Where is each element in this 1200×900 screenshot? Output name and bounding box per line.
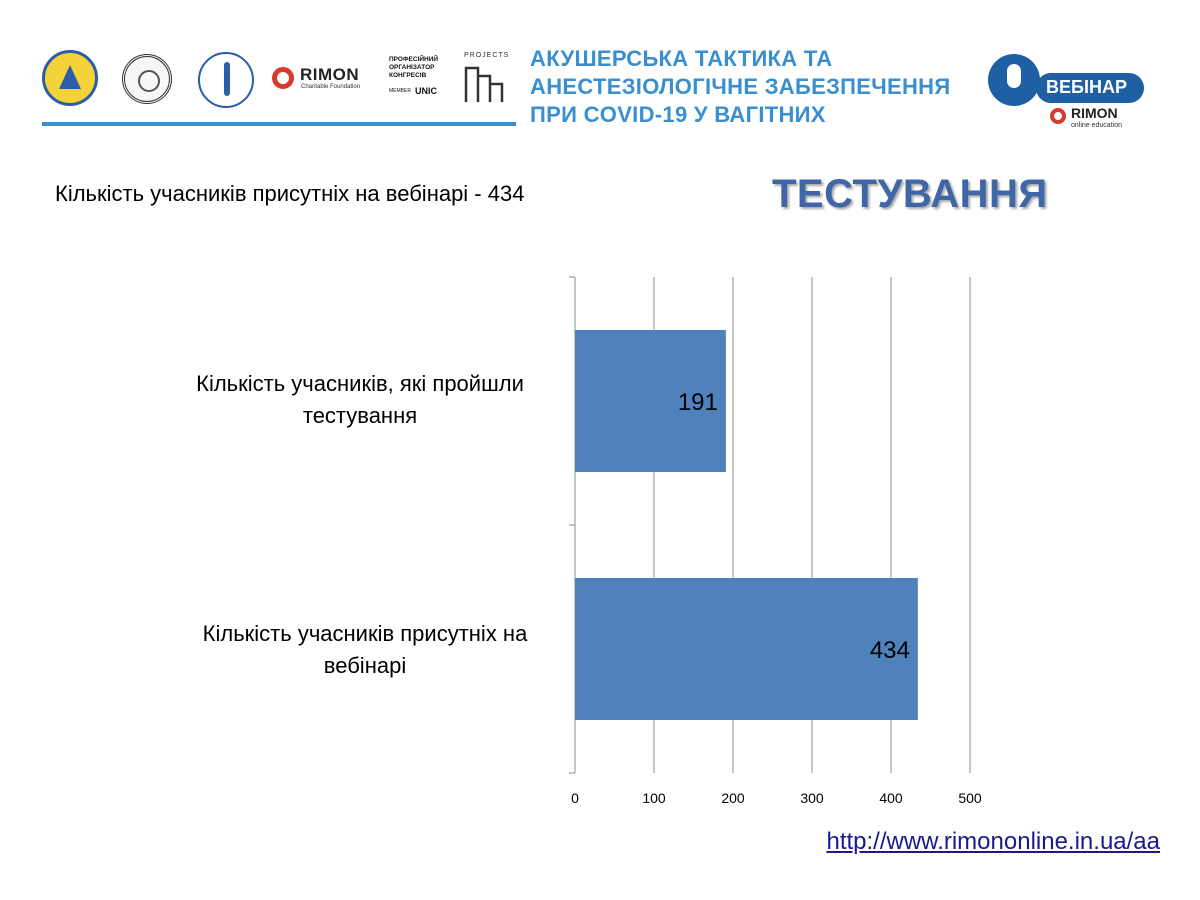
category-label-tested: Кількість учасників, які пройшли тестува… <box>160 368 560 432</box>
anesthesiology-association-seal-icon <box>42 50 98 106</box>
data-label: 434 <box>870 637 910 664</box>
rimon-online-subtitle: online education <box>1071 122 1122 129</box>
category-label-line: Кількість учасників присутніх на <box>202 621 528 646</box>
webinar-badge <box>1036 73 1144 103</box>
x-tick-label: 0 <box>571 790 579 806</box>
webinar-headline: АКУШЕРСЬКА ТАКТИКА ТА АНЕСТЕЗІОЛОГІЧНЕ З… <box>530 45 970 129</box>
category-label-line: Кількість учасників, які пройшли <box>196 371 524 396</box>
rimon-logo-name: RIMON <box>300 65 360 84</box>
headline-line: ПРИ COVID-19 У ВАГІТНИХ <box>530 102 826 127</box>
x-tick-label: 100 <box>642 790 666 806</box>
section-title: ТЕСТУВАННЯ <box>772 172 1048 216</box>
attendance-subtitle: Кількість учасників присутніх на вебінар… <box>55 181 525 206</box>
rimon-logo-icon <box>272 67 294 89</box>
projects-logo-icon <box>464 66 504 102</box>
x-tick-label: 500 <box>958 790 982 806</box>
x-tick-label: 300 <box>800 790 824 806</box>
unic-member-label: MEMBER <box>389 88 411 94</box>
organizer-line: ПРОФЕСІЙНИЙ <box>389 56 439 63</box>
rimon-logo-subtitle: Charitable Foundation <box>301 84 361 90</box>
organizer-text: ПРОФЕСІЙНИЙ ОРГАНІЗАТОР КОНГРЕСІВ <box>389 56 459 80</box>
webinar-badge-label: ВЕБІНАР <box>1046 77 1127 97</box>
rimon-online-name: RIMON <box>1071 105 1118 121</box>
projects-logo-word: PROJECTS <box>464 52 510 59</box>
unic-logo: UNIC <box>415 86 437 96</box>
header-logo-row: RIMON Charitable Foundation ПРОФЕСІЙНИЙ … <box>40 40 1160 140</box>
medical-university-seal-icon <box>122 54 172 104</box>
category-label-line: тестування <box>302 403 418 428</box>
data-label: 191 <box>678 389 718 416</box>
x-tick-label: 400 <box>879 790 903 806</box>
headline-line: АНЕСТЕЗІОЛОГІЧНЕ ЗАБЕЗПЕЧЕННЯ <box>530 74 951 99</box>
bar <box>575 330 726 472</box>
category-label-attended: Кількість учасників присутніх на вебінар… <box>165 618 565 682</box>
microphone-icon <box>988 54 1040 106</box>
header-divider <box>42 122 516 126</box>
organizer-line: КОНГРЕСІВ <box>389 72 427 79</box>
obstetrics-association-seal-icon <box>198 52 254 108</box>
footer-url-link[interactable]: http://www.rimononline.in.ua/aa <box>826 828 1160 855</box>
bar <box>575 578 918 720</box>
rimon-online-logo-icon <box>1050 108 1066 124</box>
x-tick-label: 200 <box>721 790 745 806</box>
organizer-line: ОРГАНІЗАТОР <box>389 64 435 71</box>
headline-line: АКУШЕРСЬКА ТАКТИКА ТА <box>530 46 833 71</box>
category-label-line: вебінарі <box>323 653 407 678</box>
